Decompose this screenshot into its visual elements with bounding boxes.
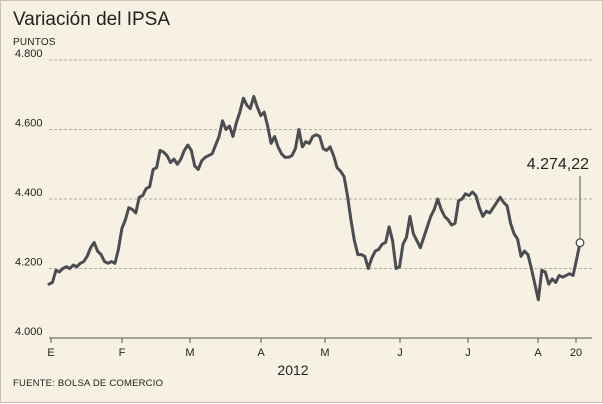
source-note: FUENTE: BOLSA DE COMERCIO	[13, 378, 164, 389]
x-tick-label: M	[320, 347, 329, 359]
y-tick-label: 4.000	[15, 326, 43, 338]
y-tick-label: 4.800	[15, 48, 43, 60]
y-axis-unit-label: PUNTOS	[13, 37, 56, 48]
ipsa-series-line	[47, 94, 582, 302]
x-axis-year-label: 2012	[277, 362, 308, 378]
y-tick-label: 4.400	[15, 187, 43, 199]
x-tick-label: A	[534, 347, 542, 359]
x-tick-label: A	[257, 347, 265, 359]
x-tick-label: J	[465, 347, 471, 359]
x-tick-label: 20	[570, 347, 582, 359]
y-tick-label: 4.600	[15, 118, 43, 130]
y-tick-label: 4.200	[15, 257, 43, 269]
last-value-annotation: 4.274,22	[527, 156, 589, 173]
last-value-marker	[575, 238, 585, 248]
x-tick-label: M	[185, 347, 194, 359]
x-tick-label: F	[119, 347, 126, 359]
x-tick-label: J	[397, 347, 403, 359]
x-tick-label: E	[47, 347, 54, 359]
chart-title: Variación del IPSA	[13, 9, 171, 30]
